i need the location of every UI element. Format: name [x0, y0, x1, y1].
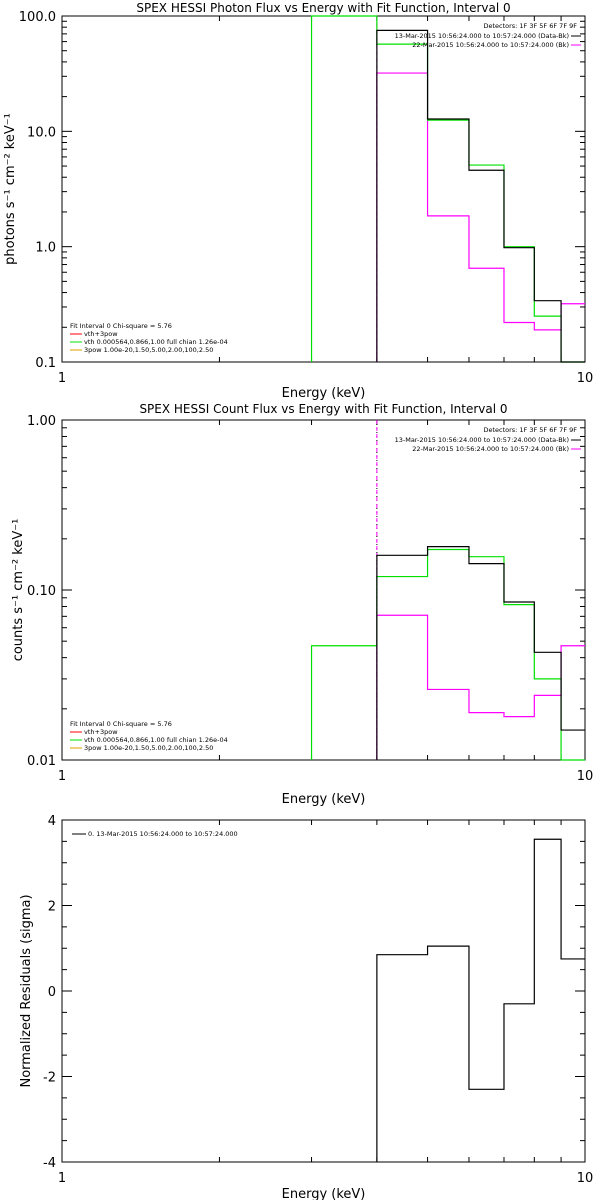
legend-entry-text: 22-Mar-2015 10:56:24.000 to 10:57:24.000… — [412, 41, 569, 49]
legend-fit-text: vth 0.000564,0.866,1.00 full chian 1.26e… — [84, 338, 228, 346]
plot-frame — [61, 419, 586, 761]
series-bk-step — [376, 72, 585, 362]
chart-panel-1: SPEX HESSI Photon Flux vs Energy with Fi… — [3, 1, 593, 401]
series-data-step — [376, 838, 585, 1162]
x-axis-label: Energy (keV) — [282, 1187, 366, 1200]
y-tick-label: -4 — [43, 1156, 56, 1171]
x-tick-label: 1 — [58, 371, 66, 386]
x-tick-label: 10 — [577, 1171, 594, 1186]
y-tick-label: 1.00 — [27, 414, 56, 429]
y-tick-label: 1.0 — [35, 241, 56, 256]
chart-panel-2: SPEX HESSI Count Flux vs Energy with Fit… — [11, 402, 593, 807]
legend-detectors: Detectors: 1F 3F 5F 6F 7F 9F — [483, 22, 577, 30]
y-tick-label: 10.0 — [27, 125, 56, 140]
plot-frame — [61, 15, 586, 363]
x-tick-label: 10 — [577, 371, 594, 386]
y-tick-label: 4 — [48, 814, 56, 829]
y-axis-label: Normalized Residuals (sigma) — [19, 894, 34, 1087]
legend-fit-text: 3pow 1.00e-20,1.50,5.00,2.00,100,2.50 — [84, 346, 213, 354]
y-tick-label: 0 — [48, 985, 56, 1000]
legend-residual-text: 0. 13-Mar-2015 10:56:24.000 to 10:57:24.… — [88, 830, 238, 838]
legend-fit-text: 3pow 1.00e-20,1.50,5.00,2.00,100,2.50 — [84, 744, 213, 752]
y-tick-label: 0.01 — [27, 754, 56, 769]
y-tick-label: 0.1 — [35, 356, 56, 371]
x-tick-label: 1 — [58, 769, 66, 784]
series-bk-step — [376, 614, 585, 760]
y-tick-label: 0.10 — [27, 584, 56, 599]
legend-fit-text: vth 0.000564,0.866,1.00 full chian 1.26e… — [84, 736, 228, 744]
series-data-step — [376, 546, 585, 760]
legend-fit-header: Fit Interval 0 Chi-square = 5.76 — [70, 720, 172, 728]
legend-fit-text: vth+3pow — [84, 728, 118, 736]
x-axis-label: Energy (keV) — [282, 386, 366, 401]
x-tick-label: 1 — [58, 1171, 66, 1186]
x-axis-label: Energy (keV) — [282, 792, 366, 807]
legend-fit-text: vth+3pow — [84, 330, 118, 338]
chart-title: SPEX HESSI Count Flux vs Energy with Fit… — [139, 402, 507, 416]
legend-fit-header: Fit Interval 0 Chi-square = 5.76 — [70, 322, 172, 330]
legend-detectors: Detectors: 1F 3F 5F 6F 7F 9F — [483, 426, 577, 434]
legend-entry-text: 13-Mar-2015 10:56:24.000 to 10:57:24.000… — [395, 32, 569, 40]
chart-panel-3: 1 10 -4 -2 0 2 4 Energy (keV) Normalized Residua… — [19, 814, 593, 1200]
y-tick-label: -2 — [43, 1071, 56, 1086]
series-model-step — [310, 15, 585, 363]
y-tick-label: 2 — [48, 900, 56, 915]
plot-frame — [61, 819, 586, 1163]
y-tick-label: 100.0 — [19, 10, 56, 25]
series-model-step — [310, 548, 585, 761]
y-axis-label: counts s⁻¹ cm⁻² keV⁻¹ — [11, 519, 26, 662]
series-data-step — [376, 29, 585, 363]
x-tick-label: 10 — [577, 769, 594, 784]
y-axis-label: photons s⁻¹ cm⁻² keV⁻¹ — [3, 113, 18, 265]
legend-entry-text: 22-Mar-2015 10:56:24.000 to 10:57:24.000… — [412, 445, 569, 453]
chart-title: SPEX HESSI Photon Flux vs Energy with Fi… — [136, 1, 510, 15]
legend-entry-text: 13-Mar-2015 10:56:24.000 to 10:57:24.000… — [395, 436, 569, 444]
